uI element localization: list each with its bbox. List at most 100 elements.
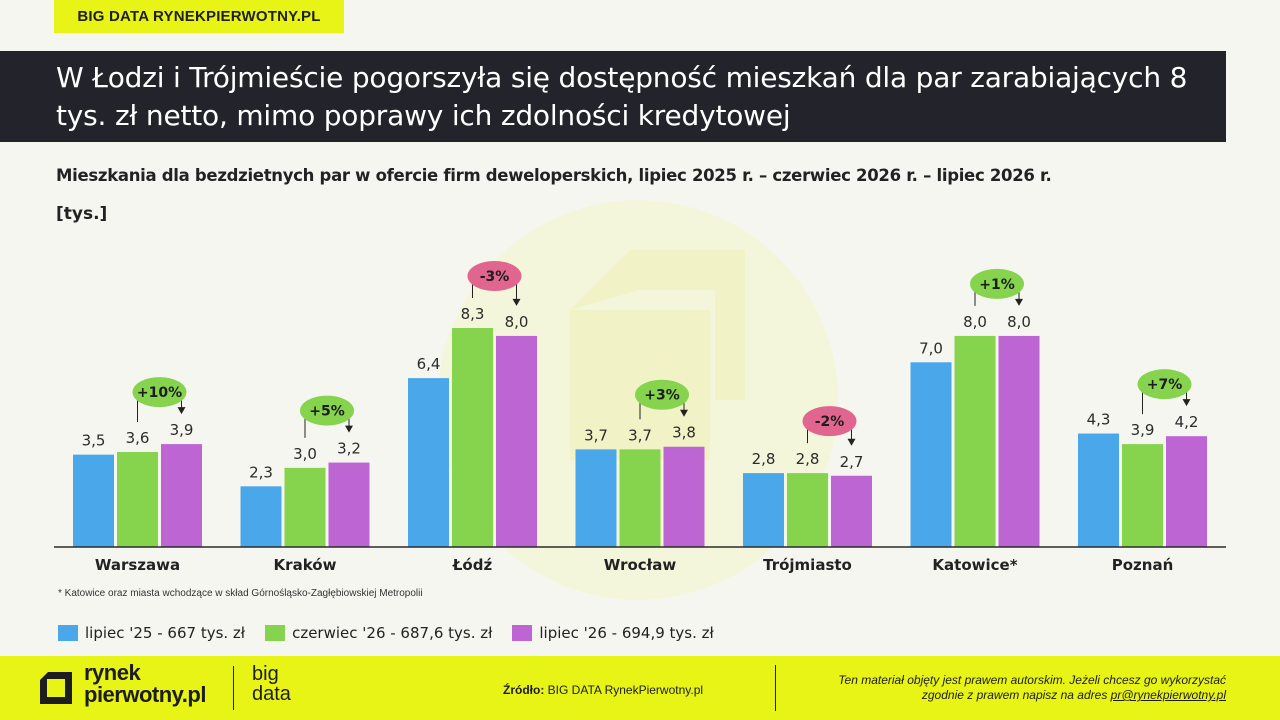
bar-chart: 3,5 3,6 3,9 Warszawa +10% 2,3 3,0 3,2 Kraków +5% 6… [54, 200, 1226, 600]
change-badge-label-4: -2% [815, 414, 845, 430]
data-label-1-1: 2,3 [249, 463, 273, 481]
bar-1-4 [743, 473, 784, 547]
bar-1-3 [575, 449, 617, 547]
change-badge-1 [300, 395, 354, 426]
data-label-1-4: 2,8 [752, 450, 776, 468]
category-label-4: Trójmiasto [763, 556, 852, 574]
logo-line-1: rynek [84, 660, 141, 685]
change-arrow-6 [1182, 399, 1191, 407]
data-label-3-6: 4,2 [1175, 413, 1199, 431]
legend-label-series-1: lipiec '25 - 667 tys. zł [85, 624, 246, 642]
change-badge-2 [467, 261, 522, 291]
data-label-2-2: 8,3 [461, 305, 485, 323]
category-label-0: Warszawa [95, 556, 180, 574]
change-arrow-4 [847, 438, 856, 446]
change-badge-label-5: +1% [979, 277, 1015, 293]
bigdata-line-1: big [252, 663, 279, 685]
footer-divider [775, 665, 776, 711]
data-label-1-6: 4,3 [1087, 411, 1111, 429]
category-label-2: Łódź [452, 556, 493, 574]
change-badge-label-2: -3% [480, 269, 510, 285]
bar-2-3 [619, 449, 661, 547]
source-value: BIG DATA RynekPierwotny.pl [544, 683, 704, 697]
bar-1-0 [73, 454, 114, 547]
bar-1-2 [408, 378, 449, 547]
bar-3-4 [831, 475, 872, 547]
change-badge-label-3: +3% [644, 388, 680, 404]
data-label-3-3: 3,8 [672, 424, 696, 442]
data-label-2-4: 2,8 [796, 450, 820, 468]
category-label-1: Kraków [274, 556, 337, 574]
bar-1-5 [910, 362, 952, 547]
change-badge-label-0: +10% [137, 385, 182, 401]
change-arrow-1 [345, 425, 353, 433]
bar-2-5 [954, 335, 996, 547]
logo-line-2: pierwotny.pl [84, 682, 206, 707]
logo-wordmark: rynek pierwotny.pl [84, 662, 206, 706]
data-label-3-1: 3,2 [337, 440, 361, 458]
data-label-3-2: 8,0 [505, 313, 529, 331]
change-badge-label-6: +7% [1147, 377, 1183, 393]
legend-label-series-3: lipiec '26 - 694,9 tys. zł [539, 624, 714, 642]
change-badge-6 [1137, 369, 1192, 400]
data-label-1-0: 3,5 [82, 432, 106, 450]
legend-item-series-1: lipiec '25 - 667 tys. zł [58, 624, 245, 642]
category-label-3: Wrocław [604, 556, 677, 574]
bar-3-2 [496, 335, 537, 547]
change-arrow-0 [177, 407, 186, 415]
bar-3-3 [663, 446, 705, 547]
bar-1-1 [240, 486, 282, 547]
copyright-note: Ten materiał objęty jest prawem autorski… [766, 673, 1226, 703]
legend-swatch-series-3 [512, 625, 533, 641]
footnote: * Katowice oraz miasta wchodzące w skład… [58, 588, 423, 599]
bar-2-1 [284, 467, 326, 547]
change-arrow-3 [680, 409, 688, 417]
bar-2-4 [787, 473, 828, 547]
change-arrow-2 [512, 298, 521, 306]
data-label-3-5: 8,0 [1007, 313, 1031, 331]
category-label-5: Katowice* [932, 556, 1017, 574]
bigdata-line-2: data [252, 683, 291, 705]
change-badge-3 [635, 379, 689, 410]
bar-1-6 [1078, 433, 1119, 547]
change-badge-label-1: +5% [309, 404, 345, 420]
chart-unit-label: [tys.] [56, 204, 108, 224]
logo-divider [233, 666, 234, 710]
contact-email-link[interactable]: pr@rynekpierwotny.pl [1110, 688, 1226, 702]
source-note: Źródło: BIG DATA RynekPierwotny.pl [503, 683, 703, 697]
category-label-6: Poznań [1112, 556, 1174, 574]
bar-2-6 [1122, 444, 1163, 547]
data-label-1-3: 3,7 [584, 426, 608, 444]
legend-swatch-series-1 [58, 625, 78, 641]
data-label-2-1: 3,0 [293, 445, 317, 463]
rights-line-2: zgodnie z prawem napisz na adres [921, 688, 1108, 702]
chart-subtitle: Mieszkania dla bezdzietnych par w oferci… [56, 166, 1052, 185]
legend: lipiec '25 - 667 tys. zł czerwiec '26 - … [58, 624, 714, 642]
data-label-2-0: 3,6 [126, 429, 150, 447]
header-banner: W Łodzi i Trójmieście pogorszyła się dos… [0, 51, 1226, 142]
data-label-3-4: 2,7 [840, 453, 864, 471]
bigdata-wordmark: big data [252, 664, 291, 704]
legend-label-series-2: czerwiec '26 - 687,6 tys. zł [292, 624, 493, 642]
bar-3-5 [998, 335, 1040, 547]
brand-tag: BIG DATA RYNEKPIERWOTNY.PL [54, 0, 344, 33]
bar-2-2 [452, 328, 493, 547]
data-label-3-0: 3,9 [170, 421, 194, 439]
source-label: Źródło: [503, 683, 545, 697]
change-badge-0 [132, 377, 187, 408]
data-label-1-2: 6,4 [417, 355, 441, 373]
bar-3-1 [328, 462, 370, 547]
logo-mark-icon [40, 672, 72, 704]
data-label-2-3: 3,7 [628, 426, 652, 444]
page-title: W Łodzi i Trójmieście pogorszyła się dos… [56, 61, 1188, 132]
footer: rynek pierwotny.pl big data Źródło: BIG … [0, 656, 1280, 720]
change-badge-5 [970, 268, 1024, 299]
legend-item-series-3: lipiec '26 - 694,9 tys. zł [512, 624, 714, 642]
change-arrow-5 [1015, 298, 1023, 306]
data-label-2-5: 8,0 [963, 313, 987, 331]
change-badge-4 [802, 406, 857, 437]
bar-3-0 [161, 444, 202, 547]
rights-line-2-wrap: zgodnie z prawem napisz na adres pr@ryne… [766, 688, 1226, 703]
legend-item-series-2: czerwiec '26 - 687,6 tys. zł [265, 624, 492, 642]
legend-swatch-series-2 [265, 625, 286, 641]
